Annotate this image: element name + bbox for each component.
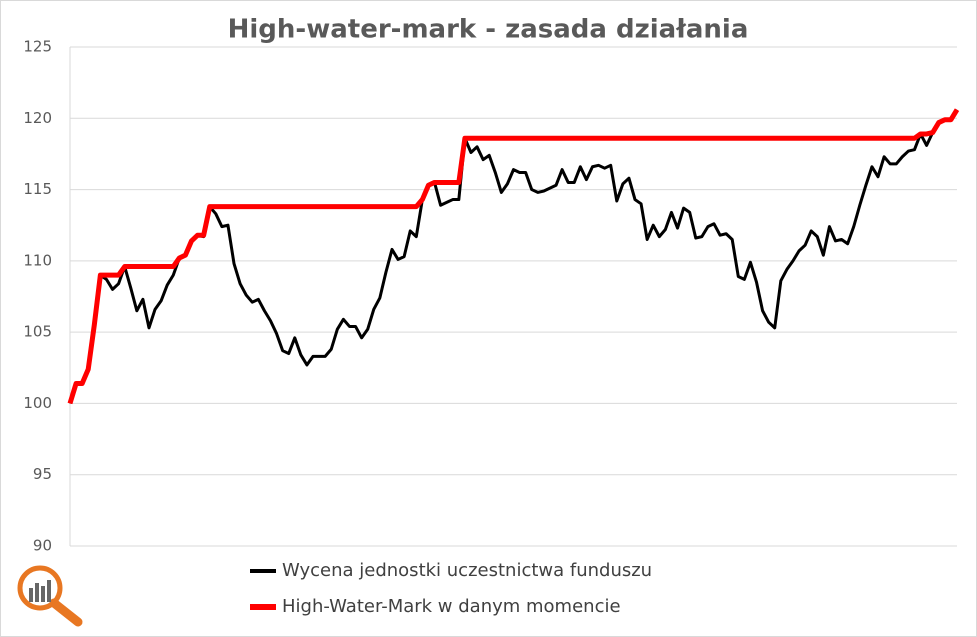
y-tick-label: 95	[33, 465, 52, 483]
y-tick-label: 105	[23, 323, 52, 341]
y-tick-label: 90	[33, 537, 52, 555]
y-tick-label: 110	[23, 251, 52, 269]
logo	[17, 565, 83, 627]
y-tick-label: 120	[23, 109, 52, 127]
y-tick-label: 100	[23, 394, 52, 412]
y-tick-label: 115	[23, 180, 52, 198]
chart-title: High-water-mark - zasada działania	[228, 15, 749, 45]
legend-label: Wycena jednostki uczestnictwa funduszu	[282, 560, 652, 581]
y-tick-label: 125	[23, 38, 52, 56]
legend-label: High-Water-Mark w danym momencie	[282, 596, 621, 617]
data-line	[67, 108, 960, 405]
data-line	[68, 108, 959, 404]
